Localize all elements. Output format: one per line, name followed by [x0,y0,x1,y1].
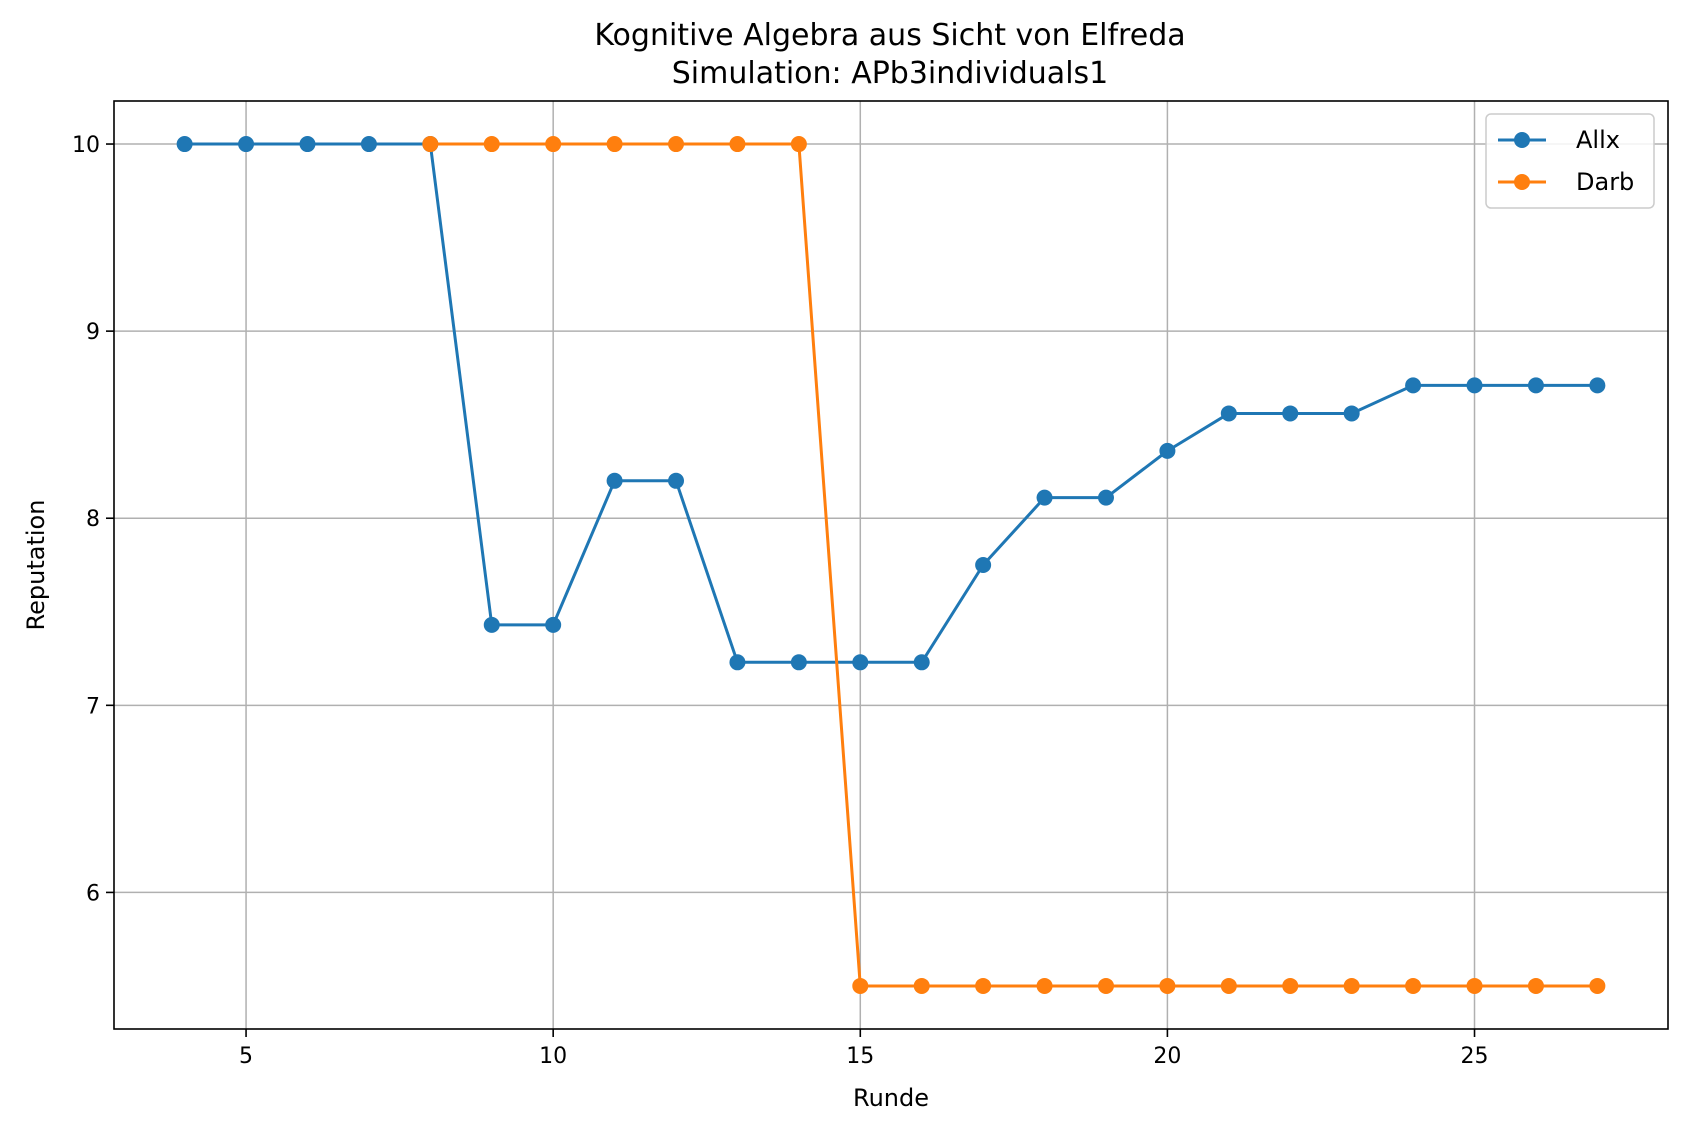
legend: Allx Darb [1485,113,1655,209]
data-point [176,136,193,153]
series-line [184,142,1598,664]
data-point [606,472,623,489]
x-tick-label: 20 [1153,1044,1181,1069]
data-point [913,654,930,671]
data-point [1405,977,1422,994]
data-point [1159,442,1176,459]
data-point [360,136,377,153]
data-point [1405,377,1422,394]
data-point [729,136,746,153]
data-point [1466,977,1483,994]
chart-title: Kognitive Algebra aus Sicht von Elfreda [594,18,1185,53]
data-point [975,557,992,573]
data-point [1159,977,1176,994]
legend-item-allx: Allx [1498,126,1620,154]
data-point [545,616,562,633]
series-darb [422,136,1606,994]
data-point [299,136,316,153]
data-point [729,654,746,671]
grid [114,101,1668,1029]
plot-frame [113,100,1669,1030]
y-tick-label: 9 [86,320,100,345]
data-point [790,654,807,671]
series-allx [176,136,1606,671]
data-point [913,977,930,994]
data-point [1343,405,1360,422]
axis-ticks: 5 10 15 20 25 6 7 8 9 10 [72,133,1489,1069]
y-tick-label: 8 [86,507,100,532]
y-tick-label: 6 [86,881,100,906]
data-point [606,136,623,153]
data-point [1589,377,1606,394]
data-point [422,136,439,153]
data-point [545,136,562,153]
data-point [1036,489,1053,506]
data-point [1220,405,1237,422]
x-axis-label: Runde [853,1084,929,1112]
data-point [1220,977,1237,994]
series-layer [176,136,1606,994]
legend-marker [1514,132,1530,148]
data-point [668,136,685,153]
data-point [1527,977,1544,994]
data-point [1343,977,1360,994]
x-tick-label: 15 [846,1044,874,1069]
y-tick-label: 7 [86,694,100,719]
data-point [483,616,500,633]
data-point [1036,977,1053,994]
chart-subtitle: Simulation: APb3individuals1 [672,56,1109,91]
data-point [1466,377,1483,394]
legend-label: Allx [1576,126,1620,154]
data-point [1097,489,1114,506]
data-point [238,136,255,153]
data-point [975,977,992,994]
x-tick-label: 5 [239,1044,253,1069]
y-axis-label: Reputation [22,500,50,631]
data-point [852,654,869,671]
data-point [1282,977,1299,994]
data-point [790,136,807,153]
data-point [668,472,685,489]
data-point [1282,405,1299,422]
data-point [1589,977,1606,994]
data-point [483,136,500,153]
legend-item-darb: Darb [1498,168,1634,196]
x-tick-label: 10 [539,1044,567,1069]
legend-label: Darb [1576,168,1634,196]
x-tick-label: 25 [1461,1044,1489,1069]
data-point [852,977,869,994]
legend-marker [1514,174,1530,190]
y-tick-label: 10 [72,133,100,158]
data-point [1097,977,1114,994]
data-point [1527,377,1544,394]
series-line [430,142,1598,988]
